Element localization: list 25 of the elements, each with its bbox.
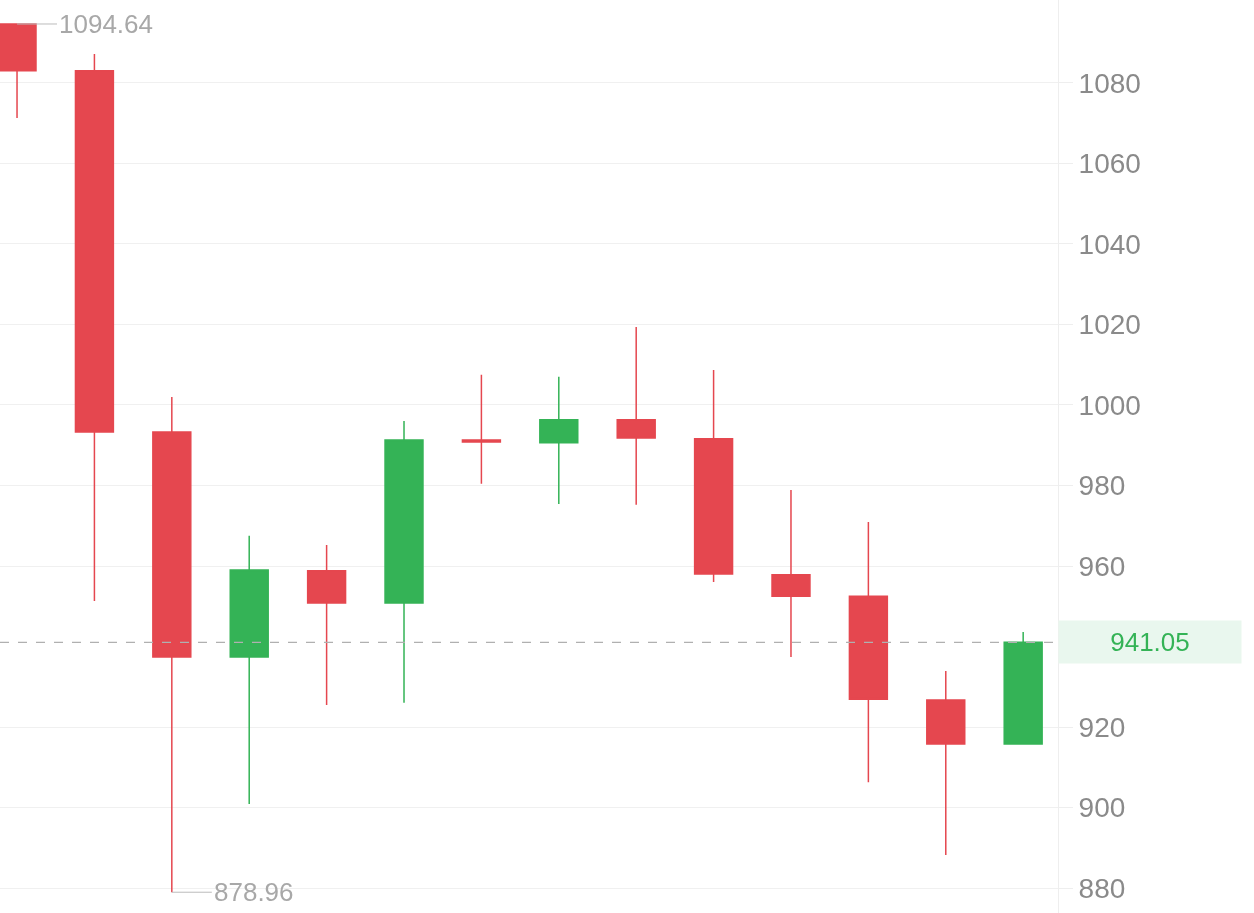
y-tick-label: 980 <box>1078 470 1126 502</box>
candlestick <box>539 376 579 505</box>
y-tick-label: 1000 <box>1078 389 1141 421</box>
annotation: 878.96 <box>214 877 294 907</box>
candlestick <box>384 420 424 704</box>
ref-line-label: 941.05 <box>1110 627 1190 657</box>
candlestick <box>1003 631 1043 745</box>
y-tick-label: 1040 <box>1078 228 1141 260</box>
y-tick-label: 880 <box>1078 872 1126 904</box>
y-tick-label: 900 <box>1078 792 1126 824</box>
candlestick <box>848 521 889 783</box>
annotation: 1094.64 <box>59 9 153 39</box>
y-tick-label: 1080 <box>1078 67 1141 99</box>
candlestick <box>616 326 656 506</box>
y-tick-label: 1060 <box>1078 148 1141 180</box>
candlestick <box>771 489 811 658</box>
candlestick <box>926 670 966 856</box>
candlestick <box>229 535 269 805</box>
candlestick <box>74 53 115 602</box>
candlestick <box>306 544 347 706</box>
y-tick-label: 960 <box>1078 550 1126 582</box>
y-tick-label: 1020 <box>1078 309 1141 341</box>
candlestick <box>693 369 734 583</box>
candlestick <box>461 374 502 485</box>
y-tick-label: 920 <box>1078 711 1126 743</box>
